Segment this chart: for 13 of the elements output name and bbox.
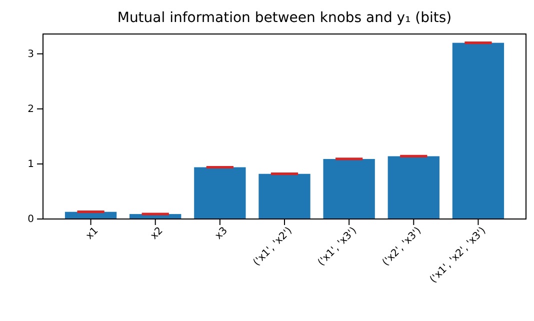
chart-title: Mutual information between knobs and y₁ (bits) [117, 10, 452, 26]
bar [323, 158, 375, 219]
bar [194, 167, 246, 219]
y-tick-label: 0 [28, 214, 34, 226]
bar [258, 174, 310, 219]
bar [452, 42, 504, 219]
x-tick-label: x3 [213, 225, 230, 242]
bar [388, 156, 440, 219]
y-tick-label: 2 [28, 104, 34, 116]
y-tick-label: 1 [28, 159, 34, 170]
x-tick-label: x1 [84, 225, 101, 242]
y-tick-label: 3 [28, 49, 34, 60]
x-tick-label: x2 [148, 225, 166, 242]
